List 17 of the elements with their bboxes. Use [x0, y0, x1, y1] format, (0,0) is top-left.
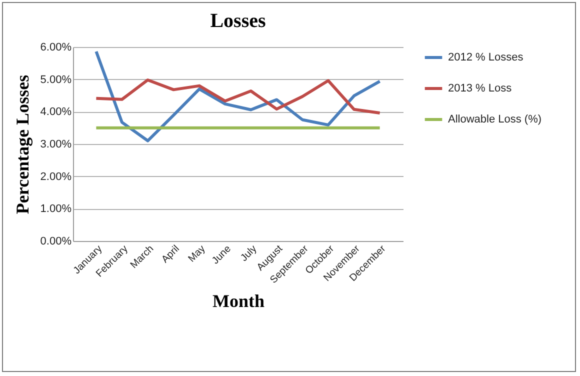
y-tick-label: 1.00% [40, 203, 72, 216]
y-tick-label: 0.00% [40, 236, 72, 248]
x-tick-label: July [238, 244, 260, 264]
chart-title: Losses [210, 10, 266, 32]
y-tick-label: 5.00% [40, 74, 72, 86]
y-axis-title: Percentage Losses [12, 74, 32, 214]
line-series [94, 50, 382, 142]
y-tick-label: 6.00% [40, 42, 72, 54]
line-series [94, 78, 382, 114]
x-axis-title: Month [212, 291, 265, 312]
x-tick-label: May [186, 244, 208, 265]
legend-label: Allowable Loss (%) [448, 114, 542, 126]
y-tick-label: 3.00% [40, 138, 72, 150]
legend-label: 2013 % Loss [448, 82, 512, 94]
y-tick-label: 2.00% [40, 170, 72, 183]
y-tick-label: 4.00% [40, 106, 72, 118]
legend-label: 2012 % Losses [448, 52, 524, 64]
